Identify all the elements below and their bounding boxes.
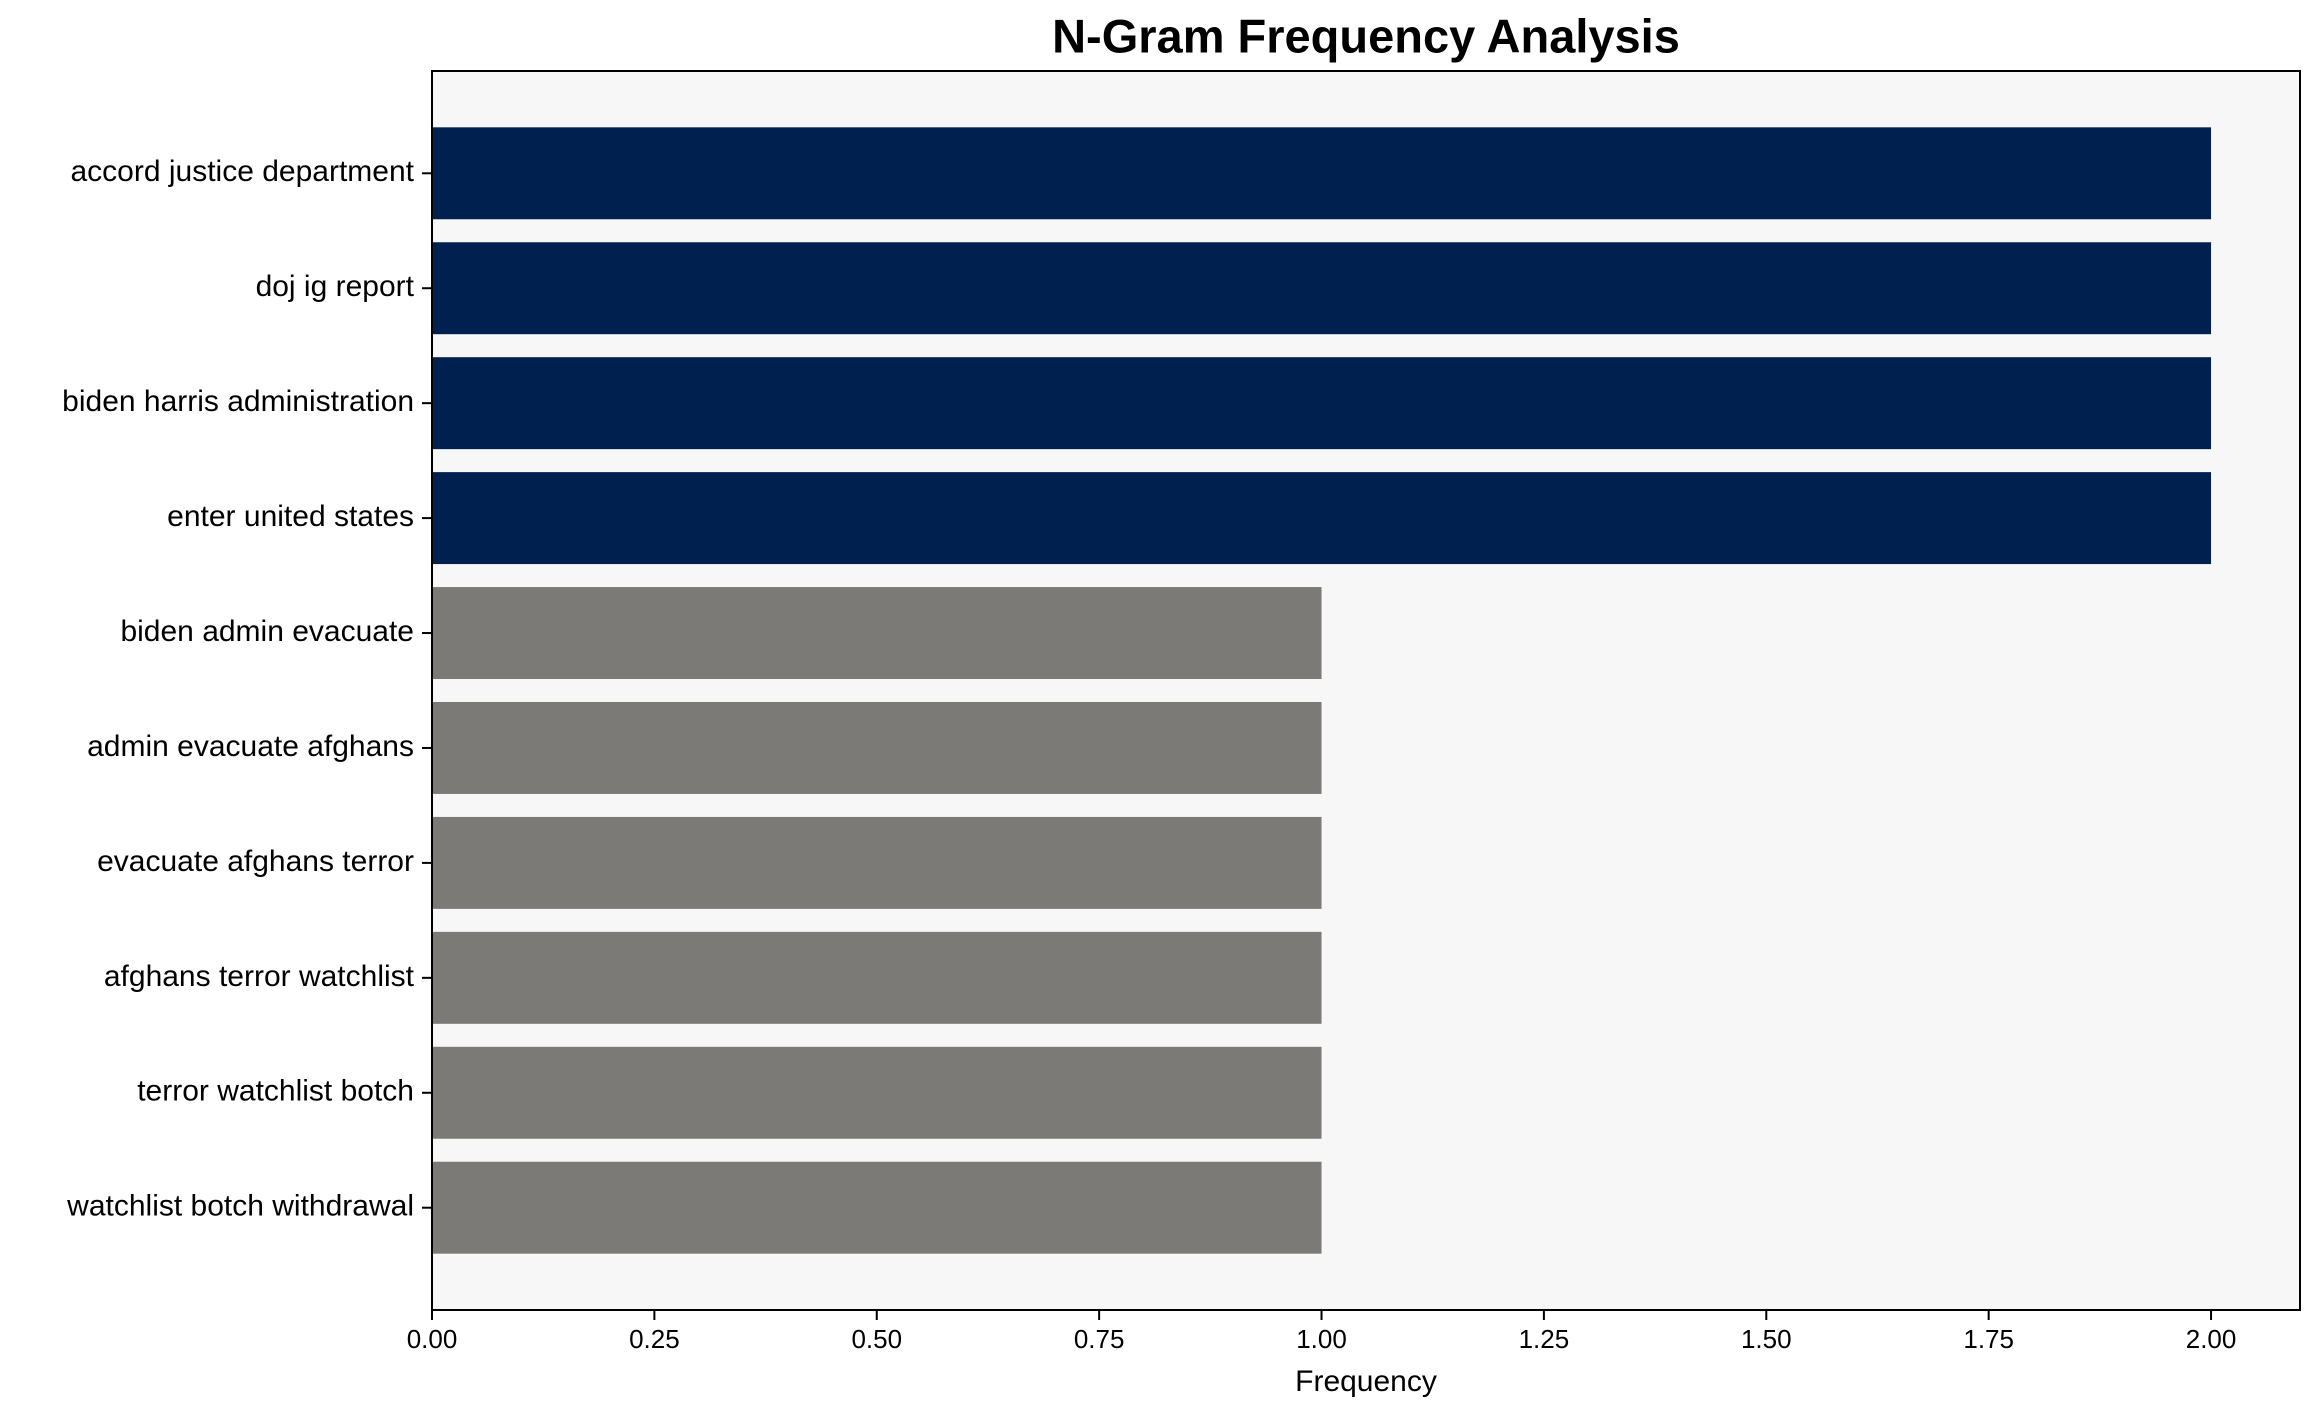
bar — [432, 1161, 1322, 1254]
bar — [432, 127, 2212, 220]
chart-title: N-Gram Frequency Analysis — [1052, 9, 1680, 62]
y-tick-label: enter united states — [167, 500, 414, 533]
bar — [432, 701, 1322, 794]
y-tick-label: terror watchlist botch — [137, 1075, 414, 1108]
x-tick-label: 1.00 — [1296, 1324, 1347, 1354]
x-tick-label: 0.75 — [1074, 1324, 1125, 1354]
bar — [432, 357, 2212, 450]
x-tick-label: 2.00 — [2186, 1324, 2237, 1354]
bar — [432, 472, 2212, 565]
bar — [432, 242, 2212, 335]
y-tick-label: biden admin evacuate — [120, 615, 414, 648]
plot-area — [431, 70, 2301, 1311]
bar — [432, 816, 1322, 909]
x-tick-label: 0.50 — [851, 1324, 902, 1354]
x-tick-label: 0.00 — [407, 1324, 458, 1354]
bar — [432, 1046, 1322, 1139]
x-tick-label: 0.25 — [629, 1324, 680, 1354]
x-tick-label: 1.75 — [1963, 1324, 2014, 1354]
y-tick-label: biden harris administration — [62, 385, 414, 418]
x-axis-label: Frequency — [1295, 1365, 1437, 1398]
y-tick-label: afghans terror watchlist — [104, 960, 415, 993]
x-tick-label: 1.50 — [1741, 1324, 1792, 1354]
y-tick-label: watchlist botch withdrawal — [66, 1190, 414, 1223]
bar — [432, 587, 1322, 680]
y-tick-label: accord justice department — [70, 155, 414, 188]
y-tick-label: evacuate afghans terror — [97, 845, 414, 878]
bar — [432, 931, 1322, 1024]
y-tick-label: doj ig report — [256, 270, 415, 303]
y-tick-label: admin evacuate afghans — [87, 730, 414, 763]
x-tick-label: 1.25 — [1519, 1324, 1570, 1354]
